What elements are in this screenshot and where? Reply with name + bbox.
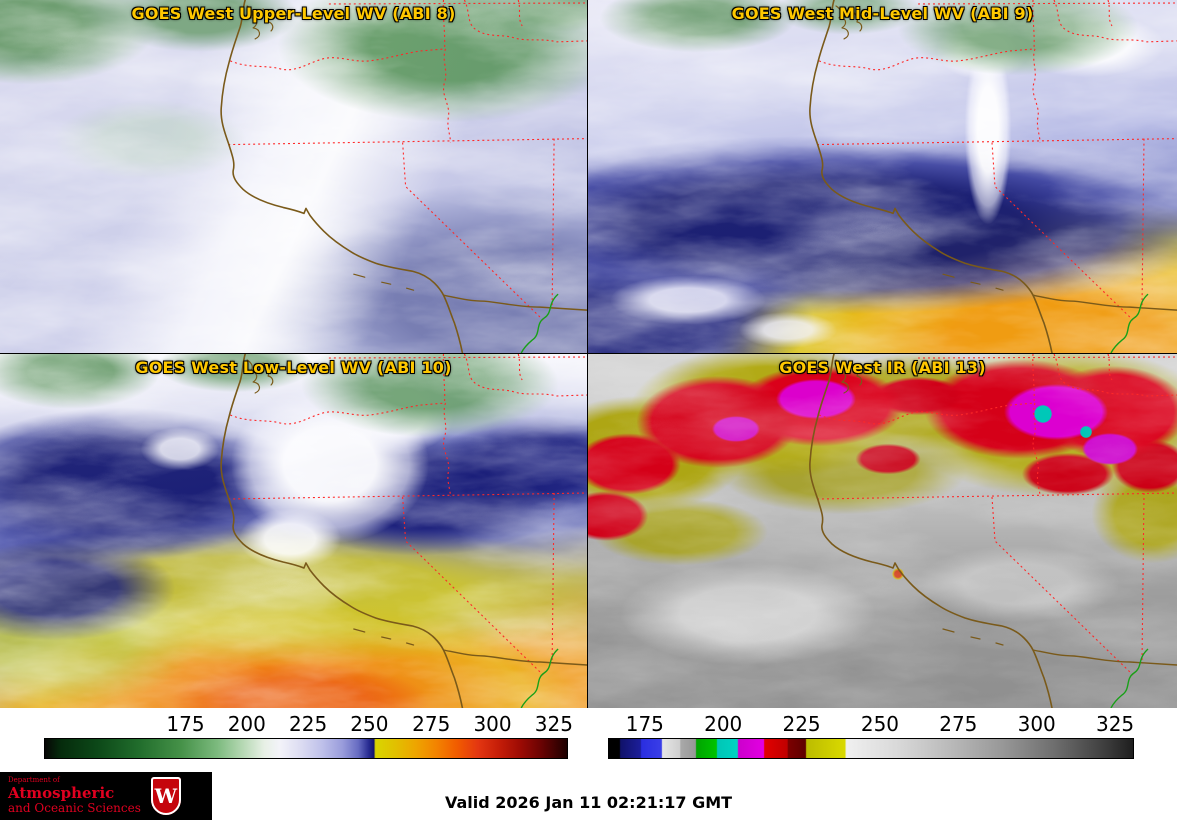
legend-tick: 175 [166, 712, 205, 736]
legend-left-bar [44, 738, 568, 759]
legend-left-ticks: 175 200 225 250 275 300 325 [44, 708, 573, 738]
legend-tick: 325 [1095, 712, 1135, 736]
cloud-texture [0, 354, 587, 708]
aos-logo: Department of Atmospheric and Oceanic Sc… [0, 772, 212, 820]
colorbar-wv: 175 200 225 250 275 300 325 [44, 708, 573, 772]
panel-title-mid-wv: GOES West Mid-Level WV (ABI 9) [731, 4, 1034, 23]
panel-mid-level-wv: GOES West Mid-Level WV (ABI 9) [588, 0, 1177, 354]
legend-right-bar [608, 738, 1134, 759]
footer: Department of Atmospheric and Oceanic Sc… [0, 772, 1177, 820]
logo-department: Department of [8, 776, 60, 785]
valid-time: Valid 2026 Jan 11 02:21:17 GMT [444, 793, 733, 812]
legend-tick: 275 [412, 712, 451, 736]
legend-tick: 200 [227, 712, 266, 736]
uw-crest-icon: W [150, 777, 181, 815]
cloud-texture [0, 0, 587, 353]
legend-tick: 250 [860, 712, 900, 736]
legend-right-ticks: 175 200 225 250 275 300 325 [608, 708, 1134, 738]
cloud-texture [588, 0, 1177, 353]
map-borders-overlay [0, 0, 587, 353]
colorbar-ir: 175 200 225 250 275 300 325 [608, 708, 1134, 772]
map-borders-overlay [0, 354, 587, 708]
panel-title-upper-wv: GOES West Upper-Level WV (ABI 8) [131, 4, 456, 23]
panel-ir: GOES West IR (ABI 13) [588, 354, 1177, 708]
legend-tick: 200 [704, 712, 743, 736]
crest-letter: W [154, 784, 178, 808]
legend-tick: 225 [289, 712, 328, 736]
legend-tick: 300 [1017, 712, 1056, 736]
logo-line2: and Oceanic Sciences [8, 800, 141, 815]
cloud-texture [588, 354, 1177, 708]
legend-tick: 325 [534, 712, 573, 736]
legend-tick: 275 [939, 712, 978, 736]
legend-tick: 175 [625, 712, 664, 736]
panel-title-low-wv: GOES West Low-Level WV (ABI 10) [135, 358, 452, 377]
map-borders-overlay [588, 354, 1177, 708]
map-borders-overlay [588, 0, 1177, 353]
satellite-grid: GOES West Upper-Level WV (ABI 8) GOES We… [0, 0, 1177, 708]
legend-tick: 225 [782, 712, 821, 736]
panel-low-level-wv: GOES West Low-Level WV (ABI 10) [0, 354, 588, 708]
colorbar-row: 175 200 225 250 275 300 325 175 200 225 250 275 300… [0, 708, 1177, 772]
logo-line1: Atmospheric [8, 783, 115, 802]
panel-title-ir: GOES West IR (ABI 13) [779, 358, 986, 377]
legend-tick: 300 [473, 712, 512, 736]
aos-logo-text: Department of Atmospheric and Oceanic Sc… [8, 776, 141, 815]
legend-tick: 250 [350, 712, 389, 736]
panel-upper-level-wv: GOES West Upper-Level WV (ABI 8) [0, 0, 588, 354]
